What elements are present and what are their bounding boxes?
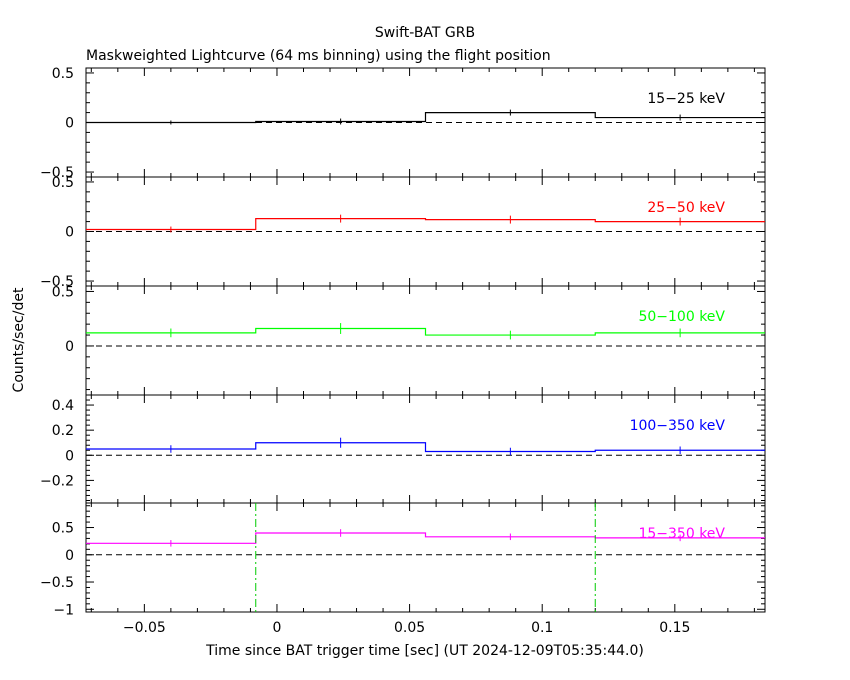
y-tick-label: −0.2 [40, 473, 74, 489]
y-tick-label: 0 [65, 225, 74, 241]
y-tick-label: −0.5 [40, 274, 74, 290]
y-tick-label: 0.5 [52, 66, 74, 82]
y-tick-label: −0.5 [40, 575, 74, 591]
panels-group: −0.5 0 0.5 15−25 keV −0.5 0 0.5 25−50 keV 0 0.5 50… [40, 66, 766, 636]
y-tick-label: 0.2 [52, 423, 74, 439]
y-tick-label: 0.4 [52, 398, 74, 414]
y-tick-label: 0 [65, 548, 74, 564]
x-tick-label: 0 [273, 620, 282, 636]
x-axis-label: Time since BAT trigger time [sec] (UT 20… [205, 643, 644, 659]
y-tick-label: −1 [53, 602, 74, 618]
y-axis-label: Counts/sec/det [11, 287, 27, 392]
lightcurve-steps-15-25-kev [86, 111, 765, 124]
band-label-50-100-kev: 50−100 keV [638, 309, 725, 325]
y-tick-label: 0 [65, 448, 74, 464]
band-label-15-350-kev: 15−350 keV [638, 526, 725, 542]
band-label-100-350-kev: 100−350 keV [630, 418, 726, 434]
lightcurve-steps-50-100-kev [86, 327, 765, 336]
y-tick-label: 0.5 [52, 175, 74, 191]
panel-frame-15-350-kev [85, 502, 766, 613]
x-tick-label: 0.05 [394, 620, 425, 636]
y-tick-label: −0.5 [40, 165, 74, 181]
chart-title: Swift-BAT GRB [375, 25, 475, 41]
panel-frame-50-100-kev [85, 285, 766, 396]
chart-subtitle: Maskweighted Lightcurve (64 ms binning) … [86, 48, 551, 64]
band-label-25-50-kev: 25−50 keV [647, 200, 725, 216]
lightcurve-steps-25-50-kev [86, 218, 765, 231]
x-tick-label: 0.1 [531, 620, 553, 636]
y-tick-label: 0 [65, 339, 74, 355]
x-tick-label: −0.05 [123, 620, 166, 636]
y-tick-label: 0.5 [52, 284, 74, 300]
lightcurve-steps-100-350-kev [86, 442, 765, 453]
y-tick-label: 0 [65, 116, 74, 132]
band-label-15-25-kev: 15−25 keV [647, 91, 725, 107]
y-tick-label: 0.5 [52, 521, 74, 537]
x-tick-label: 0.15 [659, 620, 690, 636]
